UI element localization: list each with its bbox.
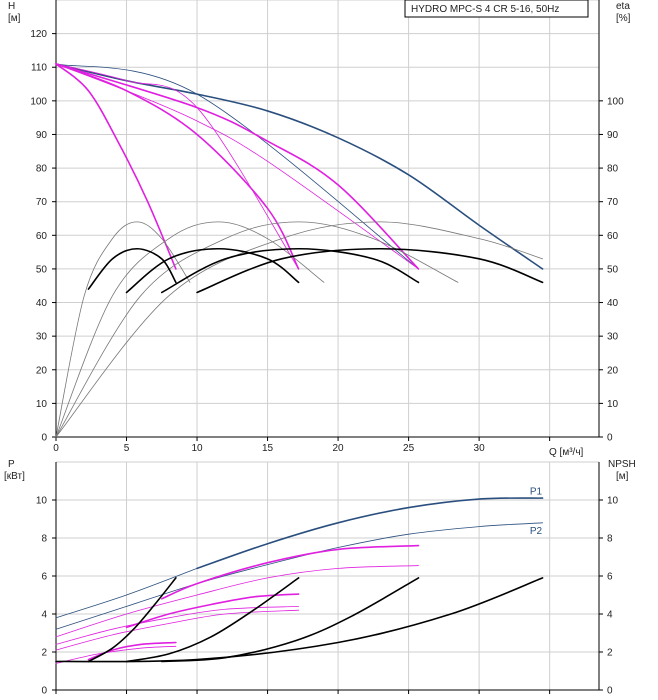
- series-p1-max: [196, 497, 544, 570]
- top-ylabel-right: eta: [616, 1, 630, 12]
- y-tick-label: 100: [30, 96, 47, 107]
- y-tick-label: 10: [36, 496, 48, 507]
- series-p1-reduced-3-thin: [55, 565, 419, 638]
- y-tick-label: 120: [30, 29, 47, 40]
- series-p1-reduced-1: [87, 641, 177, 661]
- series-eta-1: [55, 221, 191, 438]
- top-yunit-right: [%]: [616, 13, 631, 24]
- series-p1-reduced-1-thin: [55, 645, 177, 664]
- y-tick-label: 6: [41, 572, 47, 583]
- y-tick-label: 60: [36, 231, 48, 242]
- y-right-tick-label: 100: [607, 96, 624, 107]
- series-p1-reduced-2: [125, 593, 300, 629]
- y-tick-label: 70: [36, 197, 48, 208]
- y-right-tick-label: 6: [607, 572, 613, 583]
- y-tick-label: 40: [36, 298, 48, 309]
- bottom-tick-labels: 0 2 4 6 8 10 0 2 4 6 8 10: [36, 496, 619, 697]
- series-npsh-1: [87, 577, 177, 663]
- bottom-yunit-right: [м]: [616, 471, 629, 482]
- series-eta-op-1: [87, 247, 177, 290]
- y-tick-label: 8: [41, 534, 47, 545]
- head-efficiency-panel: 0102030405060708090100110120010203040506…: [8, 0, 631, 458]
- series-eta-3: [55, 221, 459, 438]
- x-tick-label: 0: [53, 443, 59, 454]
- y-tick-label: 0: [41, 686, 47, 697]
- series-label-p2: P2: [530, 526, 543, 537]
- title-box: [404, 0, 589, 18]
- series-eta-4: [55, 221, 543, 438]
- y-right-tick-label: 80: [607, 164, 619, 175]
- y-tick-label: 2: [41, 648, 47, 659]
- series-eta-op-3: [160, 247, 420, 294]
- top-axes: [52, 0, 603, 441]
- y-tick-label: 110: [31, 63, 47, 74]
- top-yunit: [м]: [8, 13, 21, 24]
- top-tick-labels: 0102030405060708090100110120010203040506…: [30, 29, 624, 454]
- y-tick-label: 10: [36, 399, 48, 410]
- y-right-tick-label: 0: [607, 433, 613, 444]
- x-tick-label: 5: [124, 443, 130, 454]
- y-right-tick-label: 60: [607, 231, 619, 242]
- bottom-grid: [56, 461, 599, 690]
- y-right-tick-label: 8: [607, 534, 613, 545]
- chart-title: HYDRO MPC-S 4 CR 5-16, 50Hz: [411, 4, 559, 15]
- y-right-tick-label: 10: [607, 399, 619, 410]
- x-tick-label: 25: [403, 443, 415, 454]
- series-head-reduced-3: [55, 63, 420, 270]
- y-right-tick-label: 10: [607, 496, 619, 507]
- series-npsh-3: [160, 577, 420, 663]
- y-right-tick-label: 30: [607, 332, 619, 343]
- bottom-ylabel: P: [8, 459, 15, 470]
- series-eta-2: [55, 221, 325, 438]
- y-right-tick-label: 0: [607, 686, 613, 697]
- x-tick-label: 10: [191, 443, 203, 454]
- bottom-yunit: [кВт]: [4, 471, 25, 482]
- y-right-tick-label: 4: [607, 610, 613, 621]
- y-right-tick-label: 40: [607, 298, 619, 309]
- x-tick-label: 30: [474, 443, 486, 454]
- series-head-max-thin: [55, 63, 419, 270]
- power-npsh-panel: 0 2 4 6 8 10 0 2 4 6 8 10 P [кВт] NPSH [м] P1 P2: [4, 459, 636, 697]
- series-npsh-2: [125, 577, 300, 663]
- series-head-reduced-thin-2: [55, 63, 419, 270]
- series-p1-reduced-thin-a: [55, 609, 299, 651]
- series-head-max-4pumps: [55, 63, 544, 270]
- x-tick-label: 15: [262, 443, 274, 454]
- series-npsh-4: [55, 577, 544, 663]
- y-right-tick-label: 50: [607, 264, 619, 275]
- y-right-tick-label: 70: [607, 197, 619, 208]
- series-eta-op-2: [125, 247, 300, 294]
- y-tick-label: 0: [41, 433, 47, 444]
- top-grid: [56, 0, 599, 437]
- series-eta-op-4: [196, 247, 544, 294]
- y-tick-label: 90: [36, 130, 48, 141]
- x-tick-label: 20: [333, 443, 345, 454]
- top-ylabel: H: [8, 1, 15, 12]
- y-right-tick-label: 2: [607, 648, 613, 659]
- top-series: [55, 63, 544, 438]
- y-tick-label: 50: [36, 264, 48, 275]
- bottom-axes: [52, 462, 603, 694]
- y-right-tick-label: 20: [607, 365, 619, 376]
- series-p1-reduced-2-thin: [55, 606, 299, 645]
- series-p2-max: [55, 522, 543, 630]
- series-p1-max-thin: [55, 568, 198, 619]
- y-tick-label: 80: [36, 164, 48, 175]
- y-right-tick-label: 90: [607, 130, 619, 141]
- top-xlabel: Q [м³/ч]: [549, 447, 584, 458]
- series-head-reduced-thin-1: [55, 63, 299, 270]
- bottom-ylabel-right: NPSH: [608, 459, 636, 470]
- bottom-series: [55, 497, 544, 664]
- y-tick-label: 20: [36, 365, 48, 376]
- series-head-reduced-2: [55, 63, 300, 270]
- y-tick-label: 30: [36, 332, 48, 343]
- series-head-reduced-1: [55, 63, 177, 270]
- series-label-p1: P1: [530, 486, 543, 497]
- y-tick-label: 4: [41, 610, 47, 621]
- series-p1-reduced-3: [160, 544, 420, 600]
